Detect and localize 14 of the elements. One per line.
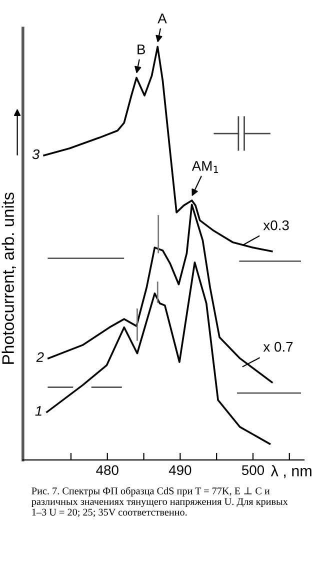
annotation: B <box>138 44 146 54</box>
x-axis-title: λ , nm <box>270 465 312 478</box>
x-tick-label: 490 <box>168 465 192 476</box>
y-axis-title: Photocurrent, arb. units <box>2 192 16 364</box>
x-tick-label: 480 <box>96 465 118 476</box>
series-label: 3 <box>32 149 40 160</box>
x-tick-label: 500 <box>242 465 264 476</box>
annotation: A <box>158 14 167 24</box>
text: Рис. 7. Спектры ФП образца CdS при T = 77K, E ⊥ C и различных значениях тянущего напряжения U. Для кривых 1–3 U = 20; 25; 35V соответственно. <box>32 486 288 518</box>
annotation: x0.3 <box>263 220 289 230</box>
annotation: AM$_{1}$ <box>192 161 218 173</box>
series-label: 1 <box>35 406 42 416</box>
annotation: x 0.7 <box>263 342 293 352</box>
series-label: 2 <box>36 352 44 362</box>
